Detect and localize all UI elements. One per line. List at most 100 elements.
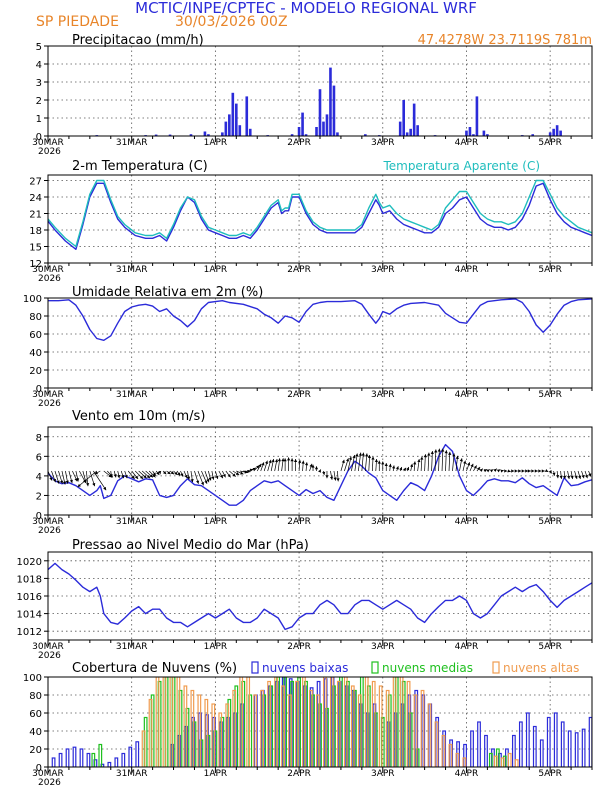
wind-arrow-head: [341, 459, 345, 464]
wind-arrow: [358, 452, 362, 472]
x-year-label: 2026: [38, 399, 61, 409]
wind-arrow: [606, 471, 609, 481]
precip-bar: [531, 134, 535, 136]
y-tick-label: 1012: [17, 627, 42, 638]
wind-arrow-head: [103, 486, 107, 491]
precip-bar: [465, 130, 468, 136]
x-tick-label: 2APR: [287, 138, 311, 148]
cloud-bar-low: [539, 739, 544, 767]
wind-arrow-head: [215, 475, 219, 479]
x-tick-label: 2APR: [287, 769, 311, 779]
cloud-bar-low: [407, 694, 412, 767]
wind-arrow-head: [567, 475, 571, 479]
plot-area: [95, 67, 562, 136]
wind-arrow-head: [62, 481, 67, 485]
cloud-bar-high: [260, 689, 265, 767]
x-tick-label: 5APR: [538, 769, 562, 779]
panel-frame: [47, 297, 593, 389]
cloud-bar-low: [553, 712, 558, 767]
panel-2: 2-m Temperatura (C) Temperatura Aparente …: [29, 159, 593, 284]
cloud-bar-high: [225, 703, 230, 767]
wind-arrow-head: [264, 460, 269, 464]
wind-arrow-head: [252, 467, 256, 471]
x-tick-label: 3APR: [371, 265, 395, 275]
precip-bar: [475, 96, 479, 136]
precip-bar: [189, 134, 193, 136]
cloud-bar-low: [596, 715, 599, 767]
header-coords: 47.4278W 23.7119S 781m: [418, 33, 592, 48]
y-tick-label: 21: [29, 210, 42, 221]
plot-area: [48, 443, 609, 506]
x-tick-label: 4APR: [455, 769, 479, 779]
cloud-bar-high: [162, 677, 167, 767]
y-tick-label: 80: [29, 691, 42, 702]
cloud-bar-high: [322, 677, 327, 767]
wind-arrow-head: [459, 458, 463, 462]
wind-arrow-head: [514, 469, 518, 473]
x-tick-label: 1APR: [204, 769, 228, 779]
cloud-bar-high: [406, 680, 411, 767]
precip-bar: [248, 128, 252, 136]
y-tick-label: 1018: [17, 574, 42, 585]
wind-arrow-head: [268, 459, 272, 464]
y-tick-label: 27: [29, 177, 42, 188]
precip-bar: [203, 131, 207, 136]
cloud-bar-low: [51, 757, 56, 767]
cloud-bar-low: [121, 752, 126, 767]
cloud-bar-low: [449, 739, 454, 767]
x-year-label: 2026: [38, 651, 61, 661]
wind-arrow-head: [348, 456, 353, 460]
x-tick-label: 3APR: [371, 517, 395, 527]
cloud-bar-low: [65, 748, 70, 767]
y-tick-label: 8: [36, 433, 42, 444]
cloud-bar-high: [507, 752, 512, 767]
precip-bar: [290, 134, 294, 136]
y-tick-label: 15: [29, 243, 42, 254]
wind-arrow-head: [441, 448, 445, 452]
x-tick-label: 4APR: [455, 265, 479, 275]
cloud-bar-high: [413, 694, 418, 767]
wind-arrow-head: [399, 467, 403, 471]
cloud-bar-high: [357, 694, 362, 767]
panel-4: Vento em 10m (m/s) 0 2 4 6 8 30MAR 31MAR 1APR 2AP…: [32, 409, 609, 536]
wind-arrow-head: [333, 477, 337, 481]
plot-area: [48, 677, 599, 767]
wind-arrow-head: [158, 470, 162, 475]
wind-arrow-head: [156, 471, 160, 475]
wind-arrow-head: [113, 474, 117, 478]
wind-arrow-head: [423, 454, 427, 458]
panel-title: Umidade Relativa em 2m (%): [72, 285, 263, 300]
y-tick-label: 80: [29, 312, 42, 323]
wind-arrow-head: [290, 458, 294, 462]
precip-bar: [398, 121, 402, 136]
wind-arrow-head: [336, 478, 340, 482]
wind-arrow-head: [149, 474, 153, 478]
cloud-bar-high: [448, 743, 453, 767]
y-tick-label: 6: [36, 452, 42, 463]
wind-arrow-head: [352, 455, 356, 459]
cloud-bar-high: [462, 757, 467, 767]
precip-bar: [332, 85, 336, 136]
cloud-bar-low: [435, 716, 440, 767]
precip-bar: [304, 134, 308, 136]
wind-arrow-head: [581, 474, 585, 479]
wind-arrow-head: [190, 479, 194, 483]
cloud-bar-high: [155, 677, 160, 767]
wind-arrow: [361, 452, 364, 472]
wind-arrow-head: [574, 475, 578, 479]
x-tick-label: 5APR: [538, 265, 562, 275]
wind-arrow-head: [507, 469, 511, 473]
wind-arrow-head: [293, 459, 298, 462]
wind-arrow-head: [365, 453, 369, 457]
x-tick-label: 5APR: [538, 390, 562, 400]
wind-arrow: [93, 470, 107, 491]
x-tick-label: 2APR: [287, 642, 311, 652]
precip-bar: [559, 130, 562, 136]
wind-arrow-head: [86, 483, 90, 487]
cloud-bar-low: [470, 730, 474, 767]
wind-arrow-head: [578, 475, 582, 479]
precip-bar: [405, 132, 409, 136]
legend-label-low: nuvens baixas: [262, 661, 348, 675]
x-tick-label: 2APR: [287, 517, 311, 527]
y-tick-label: 100: [23, 294, 42, 305]
